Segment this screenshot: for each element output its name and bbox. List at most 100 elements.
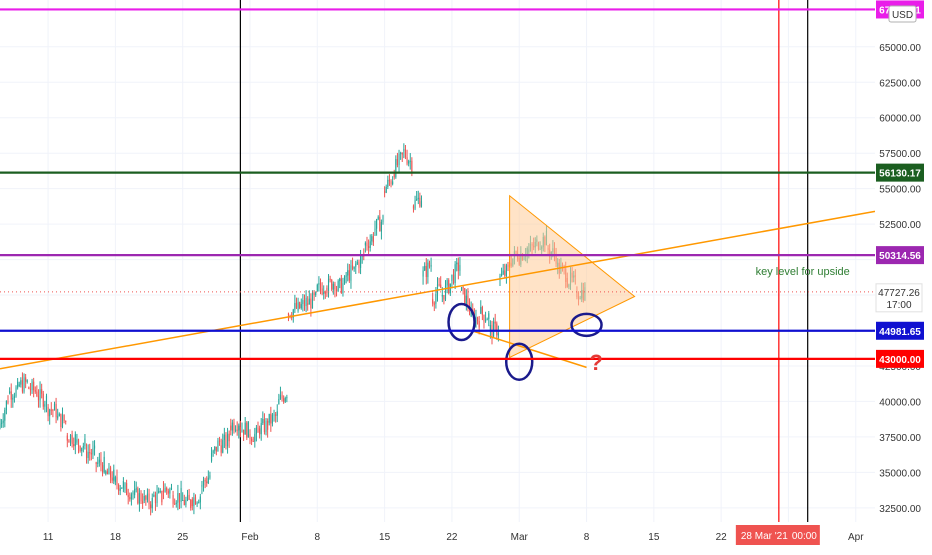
candle-body xyxy=(393,171,395,178)
candle-body xyxy=(465,295,467,305)
price-level-badge xyxy=(876,246,924,265)
triangle-pattern xyxy=(509,194,636,359)
candle-body xyxy=(257,427,259,433)
candle-body xyxy=(193,497,195,507)
candle-body xyxy=(485,319,487,322)
candle-body xyxy=(481,307,483,316)
currency-badge[interactable]: USD xyxy=(888,5,917,23)
candle-body xyxy=(60,413,62,427)
candle-body xyxy=(303,300,306,307)
candle-body xyxy=(172,495,174,504)
candle-body xyxy=(331,279,333,290)
candle-body xyxy=(92,448,94,455)
candle-body xyxy=(452,274,455,283)
annotation-key-level: key level for upside xyxy=(756,266,850,278)
price-tick-label: 57500.00 xyxy=(879,149,921,160)
candle-body xyxy=(316,284,318,291)
candle-body xyxy=(12,397,14,400)
candle-body xyxy=(497,333,499,336)
grid-lines xyxy=(0,0,875,522)
price-level-label: 44981.65 xyxy=(879,327,921,338)
candle-body xyxy=(135,488,137,490)
candle-body xyxy=(114,477,116,483)
candle-body xyxy=(119,488,121,491)
candle-body xyxy=(39,389,41,401)
candle-body xyxy=(153,494,155,497)
candle-body xyxy=(372,236,374,243)
candle-body xyxy=(478,320,480,328)
candle-body xyxy=(110,467,112,478)
candle-body xyxy=(368,246,370,248)
candle-body xyxy=(17,381,19,388)
candle-body xyxy=(417,197,419,199)
candle-body xyxy=(103,456,105,473)
candle-body xyxy=(129,497,131,500)
candle-body xyxy=(395,159,397,178)
candle-body xyxy=(175,502,177,504)
candle-body xyxy=(324,292,326,294)
candle-body xyxy=(390,181,392,185)
candle-body xyxy=(180,488,182,502)
candle-body xyxy=(37,395,40,401)
candle-body xyxy=(353,266,355,269)
candle-body xyxy=(57,416,59,419)
candle-body xyxy=(382,215,384,223)
candle-body xyxy=(459,265,461,271)
candle-body xyxy=(63,414,65,421)
candle-body xyxy=(411,160,413,172)
candle-body xyxy=(239,426,241,432)
price-tick-label: 52500.00 xyxy=(879,220,921,231)
currency-label: USD xyxy=(892,10,913,21)
candle-body xyxy=(310,298,312,309)
candle-body xyxy=(169,489,171,494)
candle-body xyxy=(462,287,464,289)
circle-highlight xyxy=(570,312,603,338)
candle-body xyxy=(420,201,423,207)
candle-body xyxy=(430,265,432,267)
candle-body xyxy=(29,388,32,391)
candle-body xyxy=(185,499,187,505)
candle-body xyxy=(212,450,214,453)
candle-body xyxy=(356,262,358,264)
candle-body xyxy=(42,393,44,407)
candle-body xyxy=(134,488,136,496)
overlay-labels: key level for upside ? 47727.26 17:00 US… xyxy=(589,5,923,545)
price-tick-label: 40000.00 xyxy=(879,397,921,408)
candle-body xyxy=(300,304,302,309)
candle-body xyxy=(263,418,265,433)
circle-highlight xyxy=(447,302,476,342)
candle-body xyxy=(130,494,132,500)
candle-body xyxy=(209,475,211,478)
candle-body xyxy=(467,295,469,306)
candle-body xyxy=(398,153,400,165)
candle-body xyxy=(292,309,294,318)
candle-body xyxy=(194,497,197,505)
candle-body xyxy=(436,284,439,295)
candle-body xyxy=(69,434,72,443)
candle-body xyxy=(355,263,357,267)
candle-body xyxy=(73,444,75,447)
candle-body xyxy=(41,389,43,394)
candle-body xyxy=(5,400,7,411)
candle-body xyxy=(251,438,253,442)
candle-body xyxy=(93,445,96,449)
candle-body xyxy=(366,242,368,247)
candle-body xyxy=(444,285,447,300)
candle-body xyxy=(403,149,405,151)
candle-body xyxy=(401,152,403,155)
candle-body xyxy=(202,479,205,486)
candle-body xyxy=(273,414,275,416)
candle-body xyxy=(34,390,36,392)
candle-body xyxy=(446,280,448,286)
candle-body xyxy=(499,275,501,280)
candle-body xyxy=(220,445,222,453)
time-tick-label: 11 xyxy=(43,532,54,543)
candle-body xyxy=(127,495,129,498)
candle-body xyxy=(214,446,216,451)
candle-body xyxy=(55,403,57,418)
candle-body xyxy=(295,302,298,308)
time-tick-label: 25 xyxy=(177,532,189,543)
